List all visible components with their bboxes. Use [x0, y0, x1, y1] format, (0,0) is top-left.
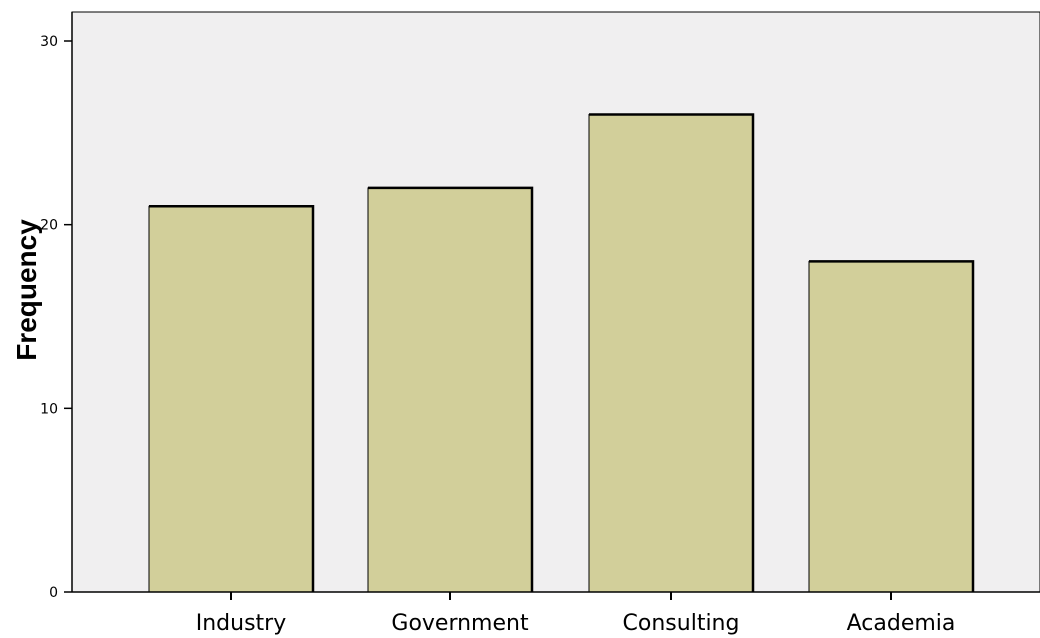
y-axis-ticks: 0 10 20 30 [40, 34, 72, 601]
x-tick-label: Industry [196, 611, 287, 636]
bar-edge-academia [809, 260, 975, 592]
bar-edge-government [368, 186, 534, 592]
y-tick-label: 0 [49, 585, 58, 601]
bar-industry [148, 205, 314, 593]
bar-edge-industry [149, 205, 315, 592]
x-axis-ticks: Industry Government Consulting Academia [196, 592, 956, 636]
bar-government [367, 187, 533, 593]
y-axis-label: Frequency [11, 219, 42, 361]
y-tick-label: 20 [40, 218, 58, 234]
bars [148, 113, 975, 593]
x-tick-label: Academia [847, 611, 956, 636]
x-tick-label: Consulting [623, 611, 740, 636]
bar-academia [808, 260, 974, 593]
x-tick-label: Government [391, 611, 529, 636]
bar-edge-consulting [589, 113, 755, 592]
bar-consulting [588, 113, 754, 593]
y-tick-label: 10 [40, 401, 58, 417]
y-tick-label: 30 [40, 34, 58, 50]
